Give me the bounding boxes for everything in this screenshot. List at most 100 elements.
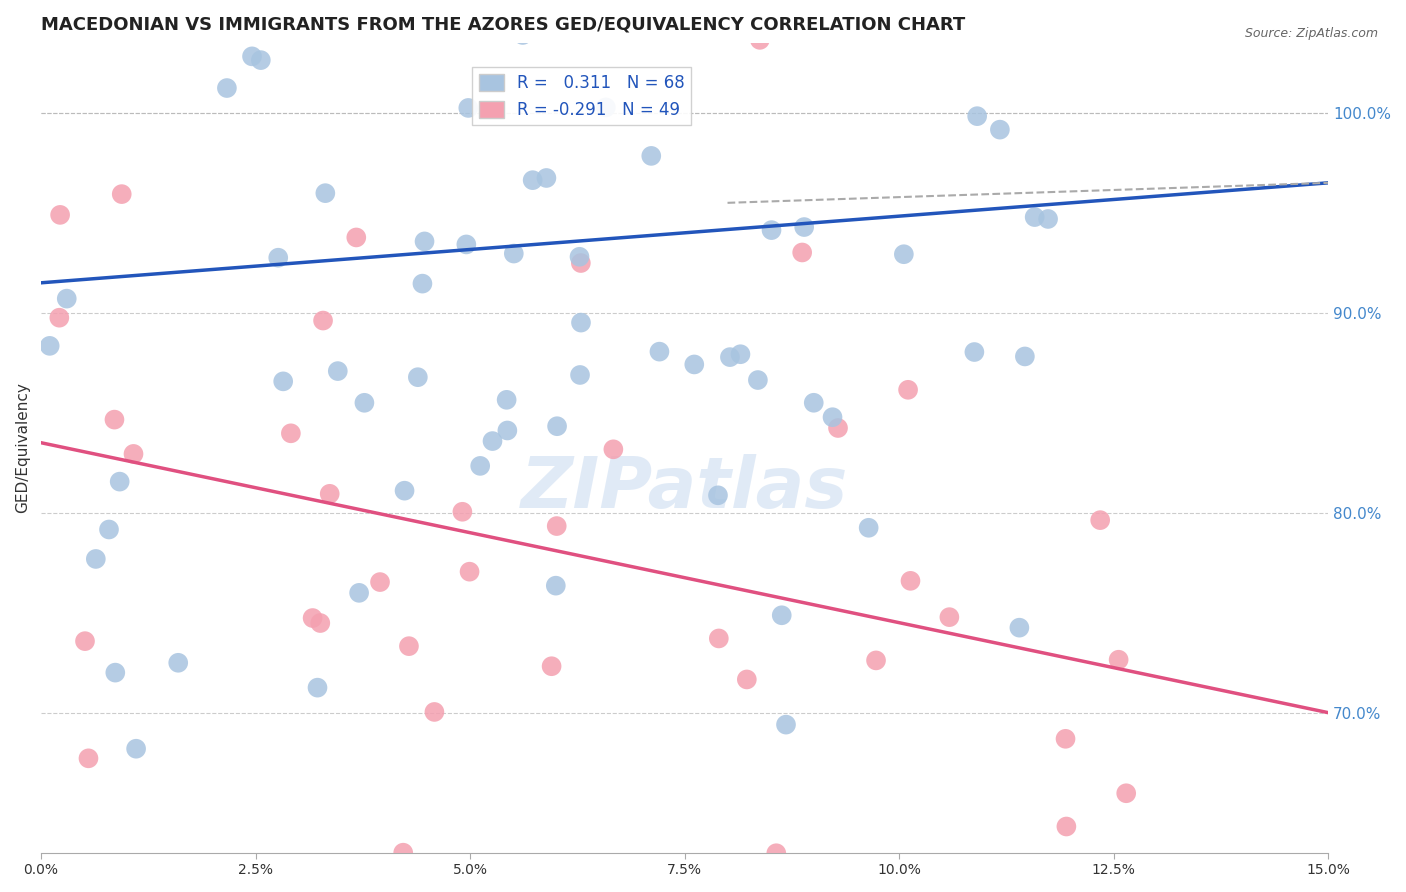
Point <box>648 344 671 359</box>
Point <box>122 447 145 461</box>
Point <box>267 251 290 265</box>
Point <box>540 659 562 673</box>
Point <box>747 373 769 387</box>
Point <box>707 488 730 502</box>
Point <box>312 313 335 327</box>
Text: MACEDONIAN VS IMMIGRANTS FROM THE AZORES GED/EQUIVALENCY CORRELATION CHART: MACEDONIAN VS IMMIGRANTS FROM THE AZORES… <box>41 15 966 33</box>
Point <box>1054 820 1077 834</box>
Point <box>522 173 544 187</box>
Point <box>735 673 758 687</box>
Point <box>38 339 60 353</box>
Point <box>827 421 849 435</box>
Point <box>125 741 148 756</box>
Point <box>1014 350 1036 364</box>
Point <box>1088 513 1111 527</box>
Point <box>301 611 323 625</box>
Point <box>423 705 446 719</box>
Point <box>1108 653 1130 667</box>
Point <box>1002 12 1025 26</box>
Point <box>775 717 797 731</box>
Point <box>770 608 793 623</box>
Text: Source: ZipAtlas.com: Source: ZipAtlas.com <box>1244 27 1378 40</box>
Point <box>319 487 342 501</box>
Point <box>48 310 70 325</box>
Point <box>411 277 433 291</box>
Point <box>569 368 592 382</box>
Point <box>55 292 77 306</box>
Point <box>167 656 190 670</box>
Point <box>398 639 420 653</box>
Point <box>322 888 344 892</box>
Point <box>502 246 524 260</box>
Point <box>595 100 617 114</box>
Point <box>1008 621 1031 635</box>
Point <box>309 615 332 630</box>
Point <box>451 505 474 519</box>
Legend: R =   0.311   N = 68, R = -0.291   N = 49: R = 0.311 N = 68, R = -0.291 N = 49 <box>472 68 692 126</box>
Point <box>271 375 294 389</box>
Point <box>49 208 72 222</box>
Point <box>77 751 100 765</box>
Point <box>761 223 783 237</box>
Point <box>108 475 131 489</box>
Point <box>765 847 787 861</box>
Point <box>368 575 391 590</box>
Point <box>280 426 302 441</box>
Text: ZIPatlas: ZIPatlas <box>522 454 848 523</box>
Point <box>98 523 121 537</box>
Y-axis label: GED/Equivalency: GED/Equivalency <box>15 383 30 513</box>
Point <box>347 586 370 600</box>
Point <box>1024 210 1046 224</box>
Point <box>104 665 127 680</box>
Point <box>858 521 880 535</box>
Point <box>394 483 416 498</box>
Point <box>640 149 662 163</box>
Point <box>422 5 444 20</box>
Point <box>496 424 519 438</box>
Point <box>792 245 814 260</box>
Point <box>512 28 534 42</box>
Point <box>250 53 273 67</box>
Point <box>544 579 567 593</box>
Point <box>536 171 558 186</box>
Point <box>406 370 429 384</box>
Point <box>353 396 375 410</box>
Point <box>546 519 568 533</box>
Point <box>457 101 479 115</box>
Point <box>938 610 960 624</box>
Point <box>307 681 329 695</box>
Point <box>215 81 238 95</box>
Point <box>900 574 922 588</box>
Point <box>1054 731 1077 746</box>
Point <box>988 122 1011 136</box>
Point <box>1036 211 1059 226</box>
Point <box>495 392 517 407</box>
Point <box>569 316 592 330</box>
Point <box>84 552 107 566</box>
Point <box>897 383 920 397</box>
Point <box>481 434 503 448</box>
Point <box>748 33 770 47</box>
Point <box>730 347 752 361</box>
Point <box>803 396 825 410</box>
Point <box>568 250 591 264</box>
Point <box>893 887 915 892</box>
Point <box>963 345 986 359</box>
Point <box>73 634 96 648</box>
Point <box>1115 786 1137 800</box>
Point <box>546 419 568 434</box>
Point <box>821 410 844 425</box>
Point <box>707 632 730 646</box>
Point <box>602 442 624 457</box>
Point <box>314 186 336 201</box>
Point <box>569 256 592 270</box>
Point <box>240 49 263 63</box>
Point <box>865 653 887 667</box>
Point <box>793 220 815 235</box>
Point <box>893 247 915 261</box>
Point <box>470 458 492 473</box>
Point <box>326 364 349 378</box>
Point <box>111 187 134 202</box>
Point <box>966 109 988 123</box>
Point <box>683 358 706 372</box>
